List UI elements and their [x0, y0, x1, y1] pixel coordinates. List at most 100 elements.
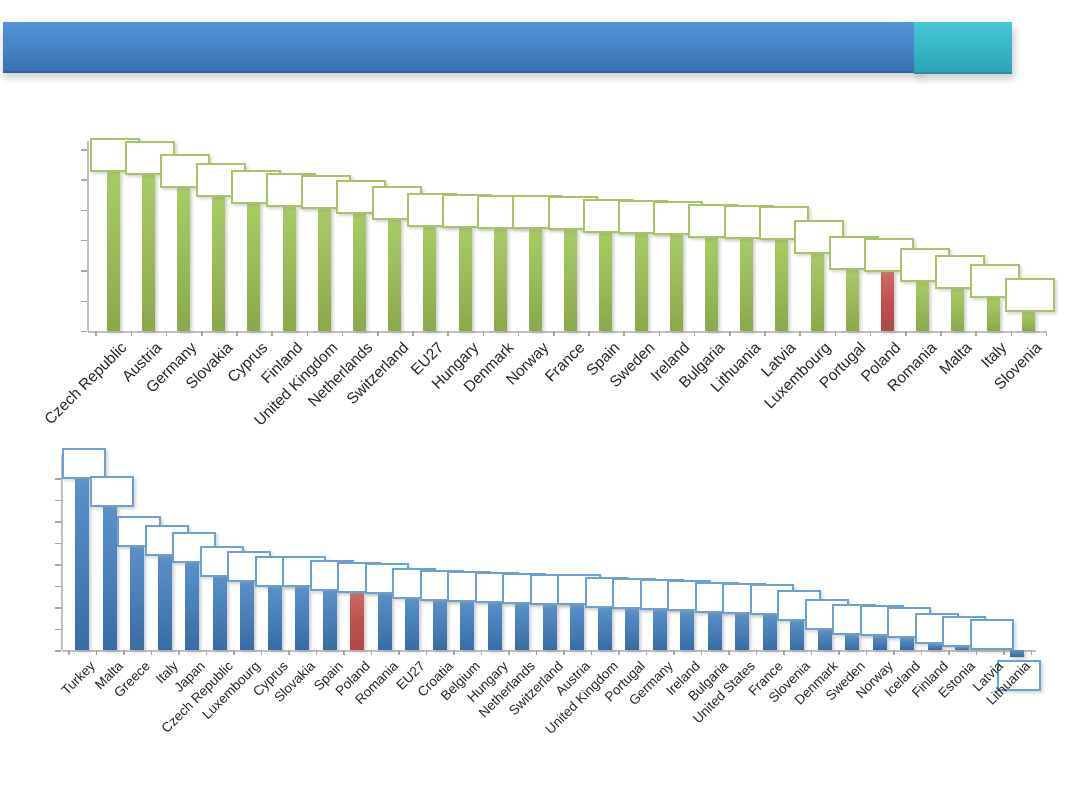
x-axis-tick [729, 331, 731, 336]
bar-norway [872, 634, 887, 650]
x-axis-tick [590, 650, 593, 655]
x-axis-tick [447, 331, 449, 336]
bar-france [564, 230, 578, 331]
bar-eu27 [405, 597, 419, 650]
bar-greece [130, 545, 144, 650]
y-axis-tick [81, 270, 87, 272]
y-axis-tick [81, 149, 87, 151]
x-axis-tick [343, 650, 345, 655]
bar-ireland [680, 610, 694, 650]
x-axis-tick [508, 650, 510, 655]
y-axis-tick [81, 239, 87, 242]
title-bar [3, 22, 923, 73]
x-axis-tick [150, 650, 153, 655]
bar-malta [951, 288, 965, 331]
bar-finland [282, 206, 296, 331]
x-axis-tick [480, 650, 483, 655]
bar-germany [176, 187, 190, 331]
bar-luxembourg [240, 581, 254, 650]
x-axis-tick [940, 331, 942, 336]
x-axis-tick [517, 331, 520, 336]
bar-united-kingdom [317, 208, 331, 331]
y-axis-tick [55, 650, 61, 652]
bar-luxembourg [810, 254, 824, 331]
bar-sweden [634, 234, 648, 331]
bar-sweden [845, 634, 859, 650]
bar-bulgaria [707, 612, 722, 650]
x-axis-tick [377, 331, 379, 336]
data-label-box-latvia [969, 618, 1014, 650]
x-axis-tick [315, 650, 318, 655]
bar-hungary [458, 227, 472, 331]
bar-poland [350, 592, 364, 650]
x-axis-tick [948, 650, 950, 655]
x-axis-tick [95, 650, 98, 655]
bar-slovakia [295, 586, 309, 650]
y-axis-tick [81, 209, 87, 212]
data-label-box-lithuania [997, 659, 1041, 691]
bar-spain [322, 589, 337, 650]
y-axis-tick [55, 564, 61, 566]
bar-slovenia [790, 619, 804, 650]
y-axis [61, 455, 63, 650]
bar-slovenia [1021, 311, 1035, 331]
bar-eu27 [423, 226, 437, 331]
y-axis [87, 141, 89, 331]
bar-united-kingdom [597, 607, 612, 650]
x-axis-tick [834, 331, 837, 336]
x-axis-tick [783, 650, 785, 655]
bar-spain [599, 232, 613, 331]
x-axis-tick [563, 650, 565, 655]
bar-turkey [75, 478, 89, 650]
bar-italy [986, 297, 1000, 331]
bar-finland [927, 643, 942, 650]
bar-ireland [669, 235, 683, 331]
x-axis-tick [341, 331, 344, 336]
bar-austria [141, 175, 155, 331]
x-axis-tick [588, 331, 590, 336]
bar-malta [102, 505, 117, 650]
bar-estonia [955, 645, 969, 650]
x-axis-tick [95, 331, 97, 336]
x-axis-tick [693, 331, 696, 336]
x-axis-tick [233, 650, 235, 655]
x-axis-tick [68, 650, 70, 655]
y-axis-tick [55, 628, 61, 630]
x-axis-tick [869, 331, 872, 336]
x-axis-tick [288, 650, 290, 655]
x-axis-tick [893, 650, 895, 655]
bar-belgium [460, 600, 474, 650]
x-axis-tick [755, 650, 758, 655]
bar-austria [570, 603, 584, 650]
y-axis-tick [55, 478, 61, 480]
bar-latvia [775, 240, 789, 331]
x-axis-tick [673, 650, 675, 655]
x-axis-tick [865, 650, 868, 655]
bar-switzerland [388, 219, 402, 331]
bar-romania [916, 281, 930, 331]
x-axis-tick [370, 650, 373, 655]
bar-germany [652, 608, 667, 650]
x-axis [62, 650, 1036, 652]
x-axis-tick [178, 650, 180, 655]
x-axis-tick [1003, 650, 1005, 655]
x-axis-tick [658, 331, 661, 336]
y-axis-tick [55, 607, 61, 609]
bar-czech-republic [212, 576, 227, 650]
x-axis-tick [975, 331, 977, 336]
bar-netherlands [352, 214, 366, 331]
x-axis-tick [260, 650, 263, 655]
bar-romania [377, 593, 392, 650]
y-axis-tick [81, 300, 87, 303]
bar-portugal [625, 608, 639, 650]
x-axis-tick [975, 650, 978, 655]
x-axis-tick [764, 331, 766, 336]
bar-japan [185, 562, 199, 650]
x-axis-tick [799, 331, 801, 336]
x-axis [88, 331, 1046, 333]
x-axis-tick [1045, 331, 1048, 336]
x-axis-tick [271, 331, 273, 336]
x-axis-tick [398, 650, 400, 655]
x-axis-tick [618, 650, 620, 655]
bar-slovakia [212, 197, 226, 331]
